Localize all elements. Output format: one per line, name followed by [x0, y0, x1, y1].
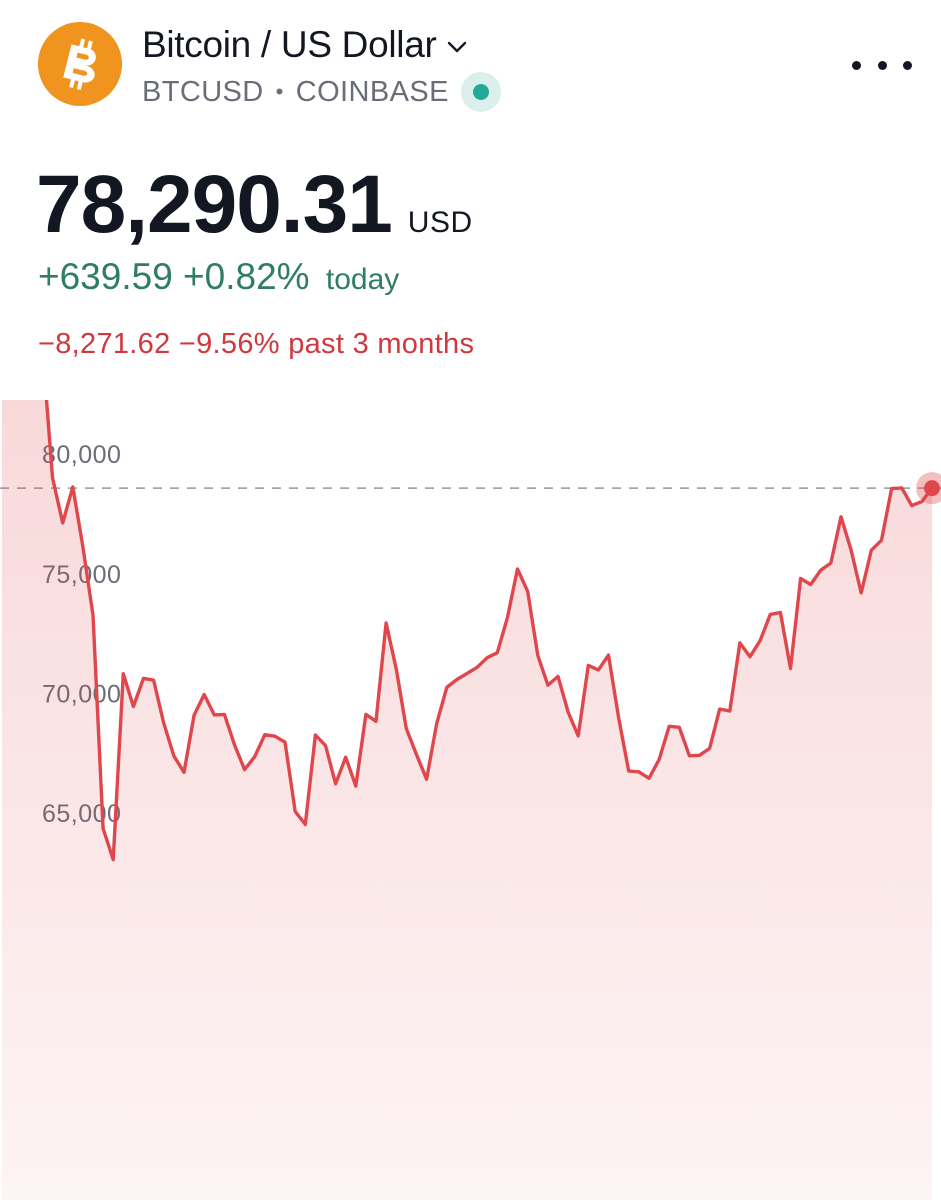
y-tick-label: 80,000 — [42, 441, 121, 469]
price-chart[interactable]: 90,00085,00080,00075,00070,00065,000 — [0, 400, 941, 1200]
price-line-series — [44, 400, 934, 862]
symbol-name: Bitcoin / US Dollar — [142, 24, 437, 65]
live-dot-icon — [472, 84, 489, 100]
y-tick-background — [38, 437, 138, 474]
separator: • — [275, 79, 284, 104]
today-label: today — [325, 263, 400, 296]
more-options-button[interactable] — [852, 50, 912, 80]
chevron-down-icon — [447, 41, 466, 53]
symbol-subtitle: BTCUSD • COINBASE — [142, 72, 501, 112]
exchange: COINBASE — [295, 75, 449, 108]
today-change: +639.59 +0.82% today — [38, 256, 399, 298]
bitcoin-logo — [38, 22, 122, 106]
more-dot-icon — [852, 60, 861, 70]
more-dot-icon — [903, 60, 912, 70]
market-status-indicator[interactable] — [460, 72, 501, 112]
today-change-value: +639.59 +0.82% — [38, 256, 310, 297]
price-row: 78,290.31 USD — [36, 158, 473, 252]
period-change: −8,271.62 −9.56% past 3 months — [38, 328, 475, 360]
last-price: 78,290.31 — [36, 159, 393, 250]
ticker: BTCUSD — [142, 75, 264, 108]
currency-label: USD — [407, 206, 473, 239]
bitcoin-icon — [63, 38, 96, 90]
price-area — [2, 400, 932, 1200]
symbol-selector[interactable]: Bitcoin / US Dollar — [142, 24, 467, 66]
symbol-header: Bitcoin / US Dollar BTCUSD • COINBASE — [0, 0, 941, 130]
last-point-marker[interactable] — [924, 480, 940, 497]
more-dot-icon — [877, 60, 887, 70]
